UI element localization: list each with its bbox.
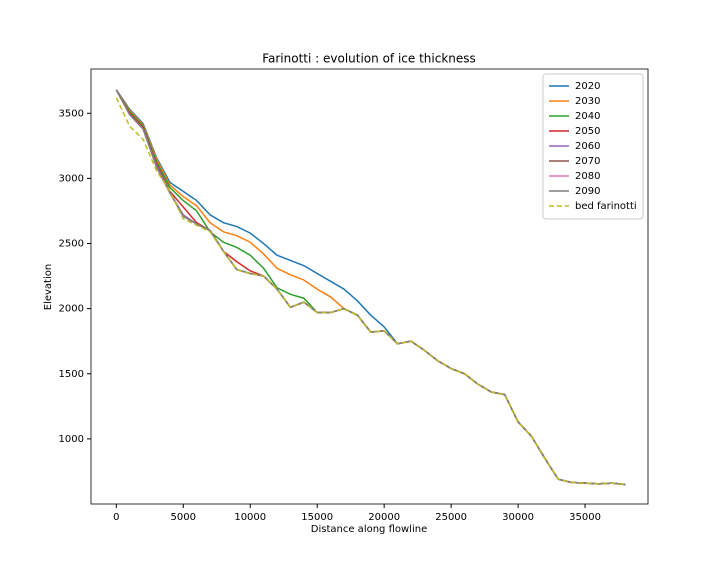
legend-label: 2050 (575, 126, 600, 137)
x-tick-label: 25000 (435, 512, 467, 523)
data-line (115, 97, 626, 486)
legend-label: bed farinotti (575, 201, 637, 212)
y-axis-label: Elevation (43, 264, 54, 310)
x-axis-label: Distance along flowline (311, 524, 427, 535)
legend-label: 2020 (575, 81, 600, 92)
y-tick-label: 2000 (59, 304, 84, 315)
plot-frame (90, 68, 649, 505)
y-tick-label: 2500 (59, 239, 84, 250)
chart-title: Farinotti : evolution of ice thickness (262, 52, 476, 66)
x-tick-label: 30000 (502, 512, 534, 523)
x-tick-label: 20000 (368, 512, 400, 523)
y-tick-label: 3000 (59, 173, 84, 184)
legend-label: 2060 (575, 141, 600, 152)
legend-box (542, 73, 644, 220)
x-tick-label: 10000 (234, 512, 266, 523)
x-tick-label: 5000 (171, 512, 196, 523)
legend-label: 2070 (575, 156, 600, 167)
legend-label: 2080 (575, 171, 600, 182)
y-tick-label: 1500 (59, 369, 84, 380)
x-tick-label: 15000 (301, 512, 333, 523)
y-tick-label: 1000 (59, 434, 84, 445)
legend-label: 2090 (575, 186, 600, 197)
x-tick-label: 35000 (569, 512, 601, 523)
y-tick-label: 3500 (59, 108, 84, 119)
legend-label: 2040 (575, 111, 600, 122)
legend-label: 2030 (575, 96, 600, 107)
x-tick-label: 0 (113, 512, 119, 523)
